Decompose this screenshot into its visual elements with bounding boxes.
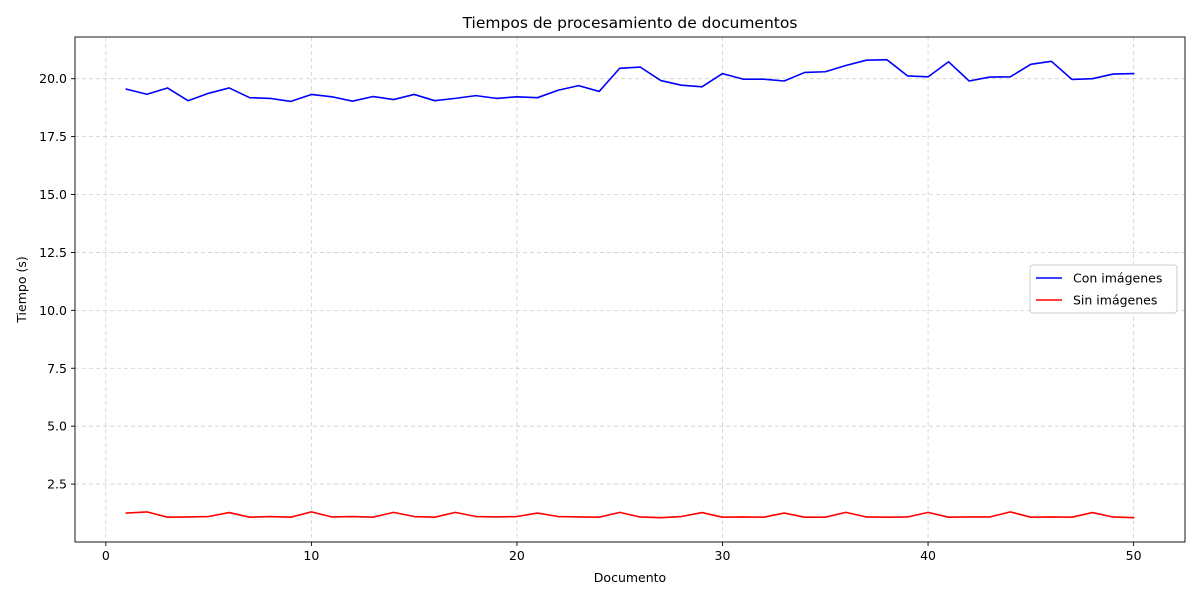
y-tick-label: 7.5 <box>47 361 67 376</box>
y-tick-label: 15.0 <box>39 187 67 202</box>
y-tick-label: 12.5 <box>39 245 67 260</box>
grid-layer <box>75 37 1185 542</box>
series-line-sin-imagenes <box>125 511 1135 519</box>
y-tick-label: 20.0 <box>39 71 67 86</box>
chart-title: Tiempos de procesamiento de documentos <box>462 14 798 32</box>
series-line-con-imagenes <box>125 58 1135 103</box>
plot-frame <box>74 36 1186 543</box>
x-tick-label: 50 <box>1126 548 1142 563</box>
y-axis-label: Tiempo (s) <box>14 256 29 323</box>
x-axis-label: Documento <box>594 570 666 585</box>
x-tick-label: 20 <box>509 548 525 563</box>
tick-layer: 0 10 20 30 40 50 2.5 5.0 7.5 10.0 12.5 15.0 17.5 20.0 <box>39 71 1141 563</box>
legend-label: Con imágenes <box>1073 271 1162 286</box>
y-tick-label: 5.0 <box>47 419 67 434</box>
legend-label: Sin imágenes <box>1073 293 1157 308</box>
y-tick-label: 2.5 <box>47 477 67 492</box>
x-tick-label: 0 <box>102 548 110 563</box>
x-tick-label: 40 <box>920 548 936 563</box>
legend-box <box>1029 264 1178 314</box>
y-tick-label: 17.5 <box>39 129 67 144</box>
legend: Con imágenes Sin imágenes <box>1029 264 1178 314</box>
y-tick-label: 10.0 <box>39 303 67 318</box>
series-layer <box>125 58 1135 519</box>
x-tick-label: 10 <box>303 548 319 563</box>
x-tick-label: 30 <box>715 548 731 563</box>
